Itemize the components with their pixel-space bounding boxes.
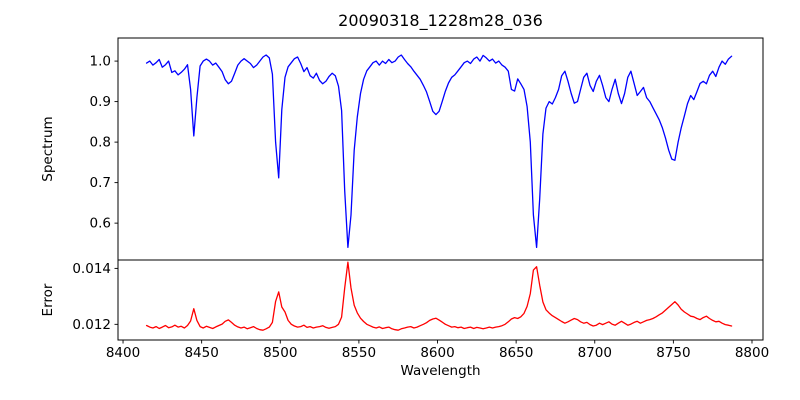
x-tick-label: 8650 (499, 345, 533, 361)
x-tick-label: 8600 (420, 345, 454, 361)
x-tick-label: 8400 (106, 345, 140, 361)
spectrum-y-tick-label: 0.7 (90, 175, 111, 191)
x-tick-label: 8550 (342, 345, 376, 361)
spectrum-line (145, 54, 733, 249)
error-y-tick-label: 0.012 (72, 317, 111, 333)
chart-title: 20090318_1228m28_036 (338, 11, 543, 30)
spectrum-y-tick-label: 0.8 (90, 135, 111, 151)
x-tick-label: 8700 (578, 345, 612, 361)
error-panel-border (117, 259, 764, 341)
x-tick-label: 8450 (184, 345, 218, 361)
x-tick-label: 8750 (656, 345, 690, 361)
error-line (145, 261, 733, 331)
error-y-tick-label: 0.014 (72, 261, 111, 277)
x-tick-label: 8800 (735, 345, 769, 361)
spectrum-panel-border (117, 37, 764, 261)
x-tick-label: 8500 (263, 345, 297, 361)
x-axis-label: Wavelength (400, 363, 481, 379)
spectrum-y-tick-label: 0.9 (90, 94, 111, 110)
spectrum-y-tick-label: 0.6 (90, 216, 111, 232)
spectrum-y-tick-label: 1.0 (90, 54, 111, 70)
